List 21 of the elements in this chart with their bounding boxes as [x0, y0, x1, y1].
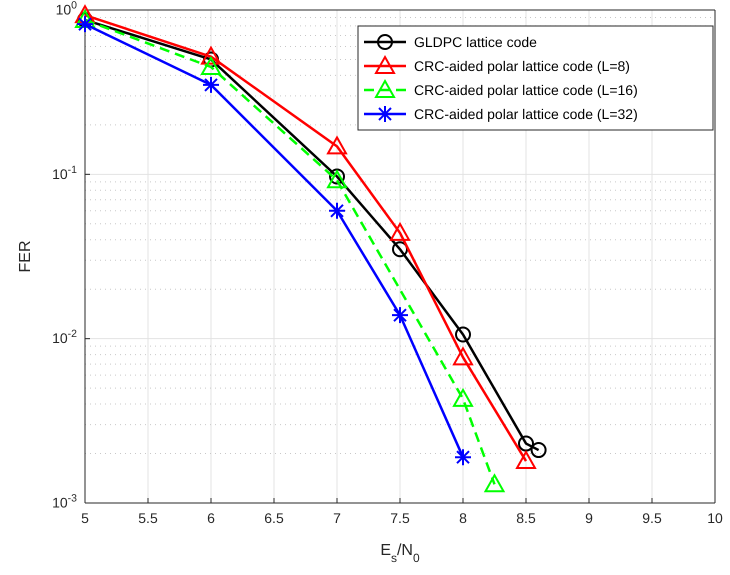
x-tick-label: 6.5 — [264, 510, 284, 526]
x-tick-label: 8 — [459, 510, 468, 526]
x-tick-label: 5 — [81, 510, 90, 526]
legend-label: CRC-aided polar lattice code (L=16) — [414, 82, 638, 98]
x-tick-label: 6 — [207, 510, 216, 526]
y-tick-label: 10$^{-2}$ — [52, 328, 78, 346]
y-tick-label: 10$^{0}$ — [56, 0, 78, 18]
legend-label: CRC-aided polar lattice code (L=32) — [414, 106, 638, 122]
x-axis-title: E$_{s}$/N$_{0}$ — [380, 542, 420, 565]
x-tick-label: 9.5 — [642, 510, 662, 526]
x-tick-label: 8.5 — [516, 510, 536, 526]
y-tick-label: 10$^{-3}$ — [52, 492, 78, 510]
legend-label: GLDPC lattice code — [414, 34, 538, 50]
x-tick-label: 7 — [333, 510, 342, 526]
x-tick-label: 7.5 — [390, 510, 410, 526]
x-tick-label: 9 — [585, 510, 594, 526]
y-tick-label: 10$^{-1}$ — [52, 164, 78, 182]
legend-label: CRC-aided polar lattice code (L=8) — [414, 58, 630, 74]
y-axis-title: FER — [17, 240, 34, 272]
x-tick-label: 5.5 — [138, 510, 158, 526]
x-tick-label: 10 — [707, 510, 723, 526]
